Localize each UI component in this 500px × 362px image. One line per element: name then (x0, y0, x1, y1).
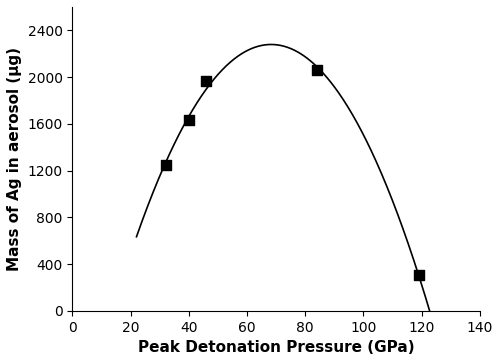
Point (202, 78, 210, 84)
Point (313, 67, 321, 73)
Point (415, 272, 423, 277)
X-axis label: Peak Detonation Pressure (GPa): Peak Detonation Pressure (GPa) (138, 340, 414, 355)
Point (185, 117, 193, 123)
Point (162, 162, 170, 168)
Y-axis label: Mass of Ag in aerosol (µg): Mass of Ag in aerosol (µg) (7, 47, 22, 271)
